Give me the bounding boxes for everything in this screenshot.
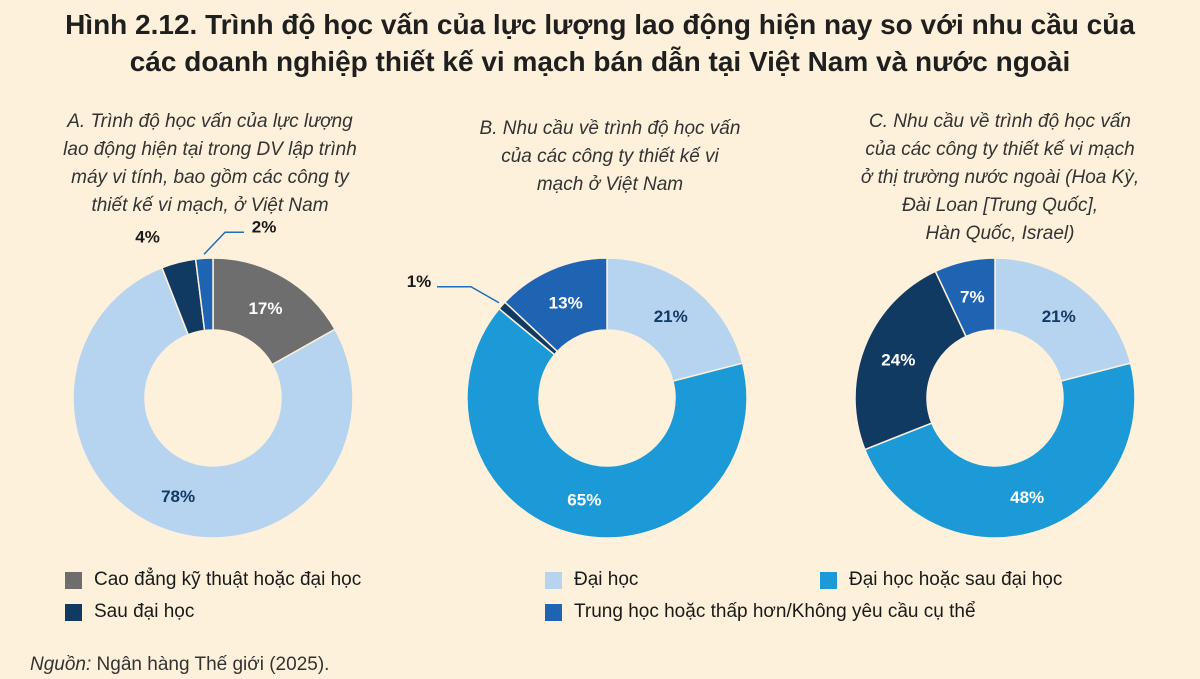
chart-c-subtitle-line: Hàn Quốc, Israel) [925, 223, 1075, 244]
chart-c-subtitle: C. Nhu cầu về trình độ học vấn của các cô… [800, 108, 1200, 248]
chart-a-label-trung-hoc: 2% [252, 217, 277, 236]
chart-c-slice-dai-hoc-sau [863, 362, 1136, 539]
chart-a-slice-cao-dang [212, 257, 336, 366]
legend-label-cao-dang: Cao đẳng kỹ thuật hoặc đại học [94, 569, 362, 590]
figure-title: Hình 2.12. Trình độ học vấn của lực lượn… [0, 6, 1200, 80]
chart-c-label-trung-hoc: 7% [960, 288, 985, 307]
figure-title-line-2: các doanh nghiệp thiết kế vi mạch bán dẫ… [129, 46, 1071, 77]
chart-a-label-dai-hoc: 78% [161, 487, 195, 506]
legend-item-trung-hoc: Trung học hoặc thấp hơn/Không yêu cầu cụ… [545, 600, 976, 624]
legend-item-sau-dai-hoc: Sau đại học [65, 600, 194, 624]
chart-a-subtitle-line: lao động hiện tại trong DV lập trình [63, 139, 357, 160]
chart-b-subtitle-line: của các công ty thiết kế vi [501, 146, 719, 167]
chart-c-subtitle-line: ở thị trường nước ngoài (Hoa Kỳ, [860, 167, 1140, 188]
legend-swatch-cao-dang [65, 571, 82, 589]
chart-c-slice-sau-dai-hoc [854, 270, 968, 451]
chart-a-label-cao-dang: 17% [248, 299, 282, 318]
chart-b-label-sau-dai-hoc: 1% [407, 272, 432, 291]
chart-b-label-trung-hoc: 13% [549, 294, 583, 313]
chart-c-subtitle-line: của các công ty thiết kế vi mạch [865, 139, 1135, 160]
chart-c-label-dai-hoc-sau: 48% [1010, 488, 1044, 507]
chart-a-slice-dai-hoc [72, 266, 354, 539]
legend-item-dai-hoc: Đại học [545, 568, 638, 592]
chart-b-label-dai-hoc-sau: 65% [567, 490, 601, 509]
legend-label-trung-hoc: Trung học hoặc thấp hơn/Không yêu cầu cụ… [574, 601, 976, 622]
chart-b-slice-trung-hoc [503, 257, 608, 353]
chart-b-callout-line [436, 286, 500, 304]
legend-swatch-sau-dai-hoc [65, 603, 82, 621]
chart-a-subtitle-line: máy vi tính, bao gồm các công ty [71, 167, 349, 188]
legend-swatch-dai-hoc-sau [820, 571, 837, 589]
chart-c-slice-trung-hoc [934, 257, 996, 338]
chart-a-subtitle: A. Trình độ học vấn của lực lượng lao độn… [20, 108, 400, 220]
chart-b-subtitle-line: B. Nhu cầu về trình độ học vấn [479, 118, 741, 139]
chart-a-label-sau-dai-hoc: 4% [135, 227, 160, 246]
chart-b-slice-dai-hoc-sau [466, 307, 748, 539]
chart-b-subtitle: B. Nhu cầu về trình độ học vấn của các cô… [420, 115, 800, 199]
legend-label-dai-hoc: Đại học [574, 569, 639, 590]
chart-a-slice-trung-hoc [194, 257, 214, 332]
chart-b-subtitle-line: mạch ở Việt Nam [536, 174, 684, 195]
chart-b-label-dai-hoc: 21% [654, 307, 688, 326]
chart-c-label-sau-dai-hoc: 24% [881, 351, 915, 370]
legend-swatch-dai-hoc [545, 571, 562, 589]
source-label: Nguồn: [30, 654, 92, 675]
chart-b-slice-dai-hoc [606, 257, 744, 383]
chart-a-subtitle-line: thiết kế vi mạch, ở Việt Nam [91, 195, 329, 216]
legend-item-cao-dang: Cao đẳng kỹ thuật hoặc đại học [65, 568, 361, 592]
chart-c-subtitle-line: C. Nhu cầu về trình độ học vấn [869, 111, 1131, 132]
chart-c-label-dai-hoc: 21% [1042, 307, 1076, 326]
chart-a-subtitle-line: A. Trình độ học vấn của lực lượng [67, 111, 353, 132]
chart-a-callout-line [203, 231, 245, 255]
legend-swatch-trung-hoc [545, 603, 562, 621]
source-note: Nguồn: Ngân hàng Thế giới (2025). [30, 654, 329, 676]
legend-label-sau-dai-hoc: Sau đại học [94, 601, 195, 622]
chart-c-slice-dai-hoc [994, 257, 1132, 383]
figure-title-line-1: Hình 2.12. Trình độ học vấn của lực lượn… [65, 9, 1135, 40]
legend-item-dai-hoc-sau: Đại học hoặc sau đại học [820, 568, 1062, 592]
legend-label-dai-hoc-sau: Đại học hoặc sau đại học [849, 569, 1063, 590]
chart-c-subtitle-line: Đài Loan [Trung Quốc], [901, 195, 1099, 216]
source-text: Ngân hàng Thế giới (2025). [91, 654, 330, 675]
